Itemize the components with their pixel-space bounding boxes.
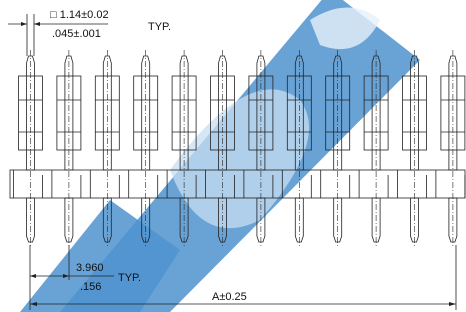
pitch-mm: 3.960 [76, 262, 104, 274]
arrow [449, 302, 456, 306]
pin-size-note: TYP. [148, 21, 171, 33]
arrow [30, 274, 36, 278]
pitch-in: .156 [80, 281, 101, 293]
overall-length: A±0.25 [212, 291, 247, 303]
pitch-note: TYP. [118, 272, 141, 284]
drawing: □ 1.14±0.02 .045±.001 TYP. 3.960 .156 TY… [0, 0, 466, 312]
arrow [21, 22, 27, 26]
watermark-highlight [170, 89, 309, 228]
pin-size-mm: □ 1.14±0.02 [50, 9, 109, 21]
pin-size-in: .045±.001 [52, 28, 101, 40]
arrow [34, 22, 40, 26]
